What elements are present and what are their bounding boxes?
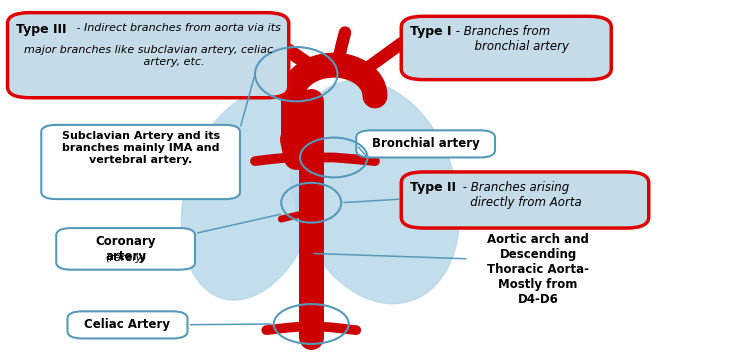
FancyBboxPatch shape — [401, 16, 611, 80]
Text: Celiac Artery: Celiac Artery — [85, 319, 170, 331]
FancyBboxPatch shape — [56, 228, 195, 270]
Text: Coronary
artery: Coronary artery — [95, 235, 156, 262]
FancyBboxPatch shape — [41, 125, 240, 199]
Text: Aortic arch and
Descending
Thoracic Aorta-
Mostly from
D4-D6: Aortic arch and Descending Thoracic Aort… — [488, 233, 590, 307]
Text: Type II: Type II — [410, 181, 460, 194]
Text: (rarely): (rarely) — [105, 253, 146, 263]
FancyBboxPatch shape — [68, 311, 188, 338]
FancyBboxPatch shape — [356, 130, 495, 157]
FancyBboxPatch shape — [401, 172, 649, 228]
Text: Bronchial artery: Bronchial artery — [372, 138, 479, 150]
Text: - Branches arising
   directly from Aorta: - Branches arising directly from Aorta — [459, 181, 582, 209]
Ellipse shape — [182, 91, 321, 300]
FancyBboxPatch shape — [8, 13, 289, 98]
Text: major branches like subclavian artery, celiac
               artery, etc.: major branches like subclavian artery, c… — [23, 45, 273, 67]
Ellipse shape — [290, 80, 460, 304]
Text: Type III: Type III — [16, 23, 71, 36]
Text: Subclavian Artery and its
branches mainly IMA and
vertebral artery.: Subclavian Artery and its branches mainl… — [62, 131, 220, 165]
Text: Type I: Type I — [410, 25, 456, 38]
Text: - Indirect branches from aorta via its: - Indirect branches from aorta via its — [73, 23, 280, 33]
Text: - Branches from
      bronchial artery: - Branches from bronchial artery — [452, 25, 568, 53]
